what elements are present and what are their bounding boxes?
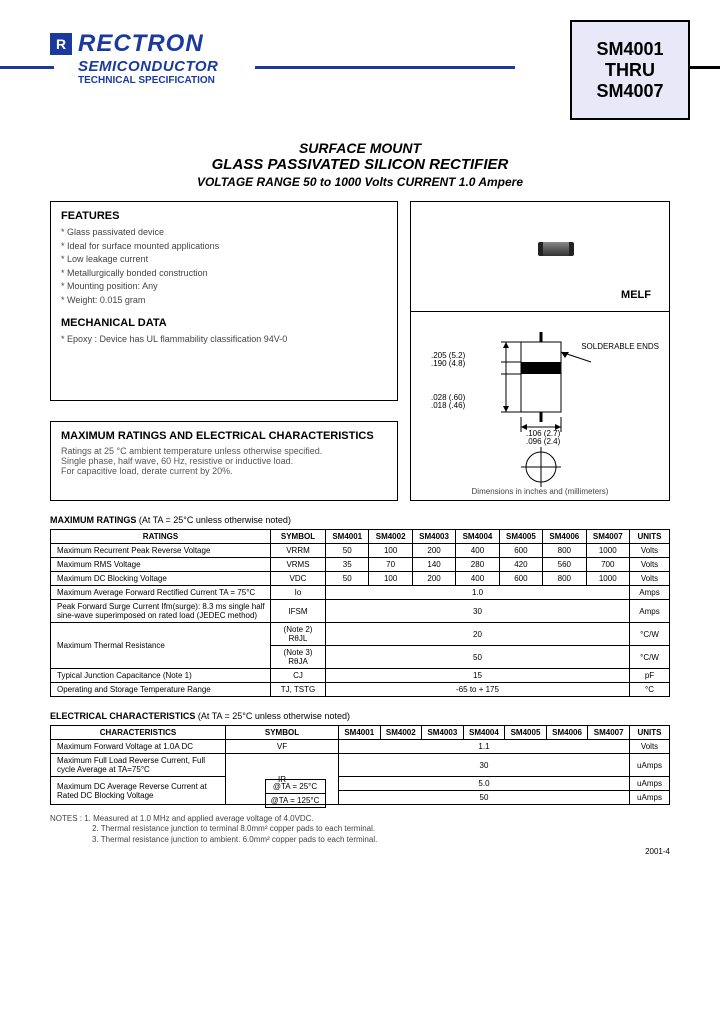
- notes: NOTES : 1. Measured at 1.0 MHz and appli…: [50, 814, 670, 845]
- max-l1: Ratings at 25 °C ambient temperature unl…: [61, 446, 387, 456]
- melf-component-icon: [541, 242, 571, 256]
- part-top: SM4001: [596, 39, 663, 60]
- title-block: SURFACE MOUNT GLASS PASSIVATED SILICON R…: [50, 140, 670, 189]
- title-line2: GLASS PASSIVATED SILICON RECTIFIER: [50, 156, 670, 173]
- part-bot: SM4007: [596, 81, 663, 102]
- elec-table-title: ELECTRICAL CHARACTERISTICS (At TA = 25°C…: [50, 711, 670, 721]
- logo-icon: R: [50, 33, 72, 55]
- table-row: Operating and Storage Temperature RangeT…: [51, 683, 670, 697]
- mech-item: Epoxy : Device has UL flammability class…: [61, 333, 387, 347]
- mech-heading: MECHANICAL DATA: [61, 317, 387, 329]
- features-list: Glass passivated device Ideal for surfac…: [61, 226, 387, 307]
- mid-left: FEATURES Glass passivated device Ideal f…: [50, 201, 398, 501]
- ratings-table: RATINGS SYMBOL SM4001SM4002 SM4003SM4004…: [50, 529, 670, 697]
- package-photo: MELF: [411, 202, 669, 312]
- dims-note: Dimensions in inches and (millimeters): [411, 487, 669, 496]
- page: R RECTRON SEMICONDUCTOR TECHNICAL SPECIF…: [0, 0, 720, 1012]
- rule-mid: [255, 66, 515, 69]
- feature-item: Glass passivated device: [61, 226, 387, 240]
- max-ratings-box: MAXIMUM RATINGS AND ELECTRICAL CHARACTER…: [50, 421, 398, 501]
- table-row: Maximum Recurrent Peak Reverse VoltageVR…: [51, 544, 670, 558]
- table-row: RATINGS SYMBOL SM4001SM4002 SM4003SM4004…: [51, 530, 670, 544]
- part-number-box: SM4001 THRU SM4007: [570, 20, 690, 120]
- max-heading: MAXIMUM RATINGS AND ELECTRICAL CHARACTER…: [61, 430, 387, 442]
- package-box: MELF: [410, 201, 670, 501]
- note-1: NOTES : 1. Measured at 1.0 MHz and appli…: [50, 814, 670, 824]
- solderable-label: SOLDERABLE ENDS: [581, 342, 659, 351]
- features-heading: FEATURES: [61, 210, 387, 222]
- features-box: FEATURES Glass passivated device Ideal f…: [50, 201, 398, 401]
- note-2: 2. Thermal resistance junction to termin…: [50, 824, 670, 834]
- brand-name: RECTRON: [78, 30, 204, 58]
- table-row: Maximum Average Forward Rectified Curren…: [51, 586, 670, 600]
- feature-item: Low leakage current: [61, 253, 387, 267]
- mid-section: FEATURES Glass passivated device Ideal f…: [50, 201, 670, 501]
- table-row: Maximum DC Blocking VoltageVDC5010020040…: [51, 572, 670, 586]
- feature-item: Metallurgically bonded construction: [61, 267, 387, 281]
- note-3: 3. Thermal resistance junction to ambien…: [50, 835, 670, 845]
- rule-left: [0, 66, 54, 69]
- feature-item: Weight: 0.015 gram: [61, 294, 387, 308]
- feature-item: Ideal for surface mounted applications: [61, 240, 387, 254]
- dim-length: .205 (5.2).190 (4.8): [431, 352, 465, 368]
- header: R RECTRON SEMICONDUCTOR TECHNICAL SPECIF…: [50, 30, 670, 130]
- table-row: Maximum Thermal Resistance(Note 2) RθJL2…: [51, 623, 670, 646]
- table-row: Maximum Full Load Reverse Current, Full …: [51, 754, 670, 777]
- rule-right: [690, 66, 720, 69]
- feature-item: Mounting position: Any: [61, 280, 387, 294]
- table-row: Maximum Forward Voltage at 1.0A DCVF1.1V…: [51, 740, 670, 754]
- table-row: Maximum RMS VoltageVRMS35701402804205607…: [51, 558, 670, 572]
- part-mid: THRU: [605, 60, 655, 81]
- table-row: Peak Forward Surge Current Ifm(surge): 8…: [51, 600, 670, 623]
- footer-date: 2001-4: [50, 847, 670, 856]
- dim-dia: .106 (2.7).096 (2.4): [526, 430, 560, 446]
- max-l3: For capacitive load, derate current by 2…: [61, 466, 387, 476]
- mech-list: Epoxy : Device has UL flammability class…: [61, 333, 387, 347]
- melf-label: MELF: [621, 289, 651, 301]
- dim-band: .028 (.60).018 (.46): [431, 394, 465, 410]
- title-line1: SURFACE MOUNT: [50, 140, 670, 156]
- dimension-diagram-icon: [461, 332, 631, 492]
- table-row: Typical Junction Capacitance (Note 1)CJ1…: [51, 669, 670, 683]
- table-row: CHARACTERISTICS SYMBOL SM4001SM4002 SM40…: [51, 726, 670, 740]
- ratings-table-title: MAXIMUM RATINGS (At TA = 25°C unless oth…: [50, 515, 670, 525]
- title-line3: VOLTAGE RANGE 50 to 1000 Volts CURRENT 1…: [50, 175, 670, 189]
- max-l2: Single phase, half wave, 60 Hz, resistiv…: [61, 456, 387, 466]
- elec-cond-overlay: @TA = 25°C @TA = 125°C: [50, 779, 670, 808]
- package-drawing: .205 (5.2).190 (4.8) .028 (.60).018 (.46…: [411, 312, 669, 500]
